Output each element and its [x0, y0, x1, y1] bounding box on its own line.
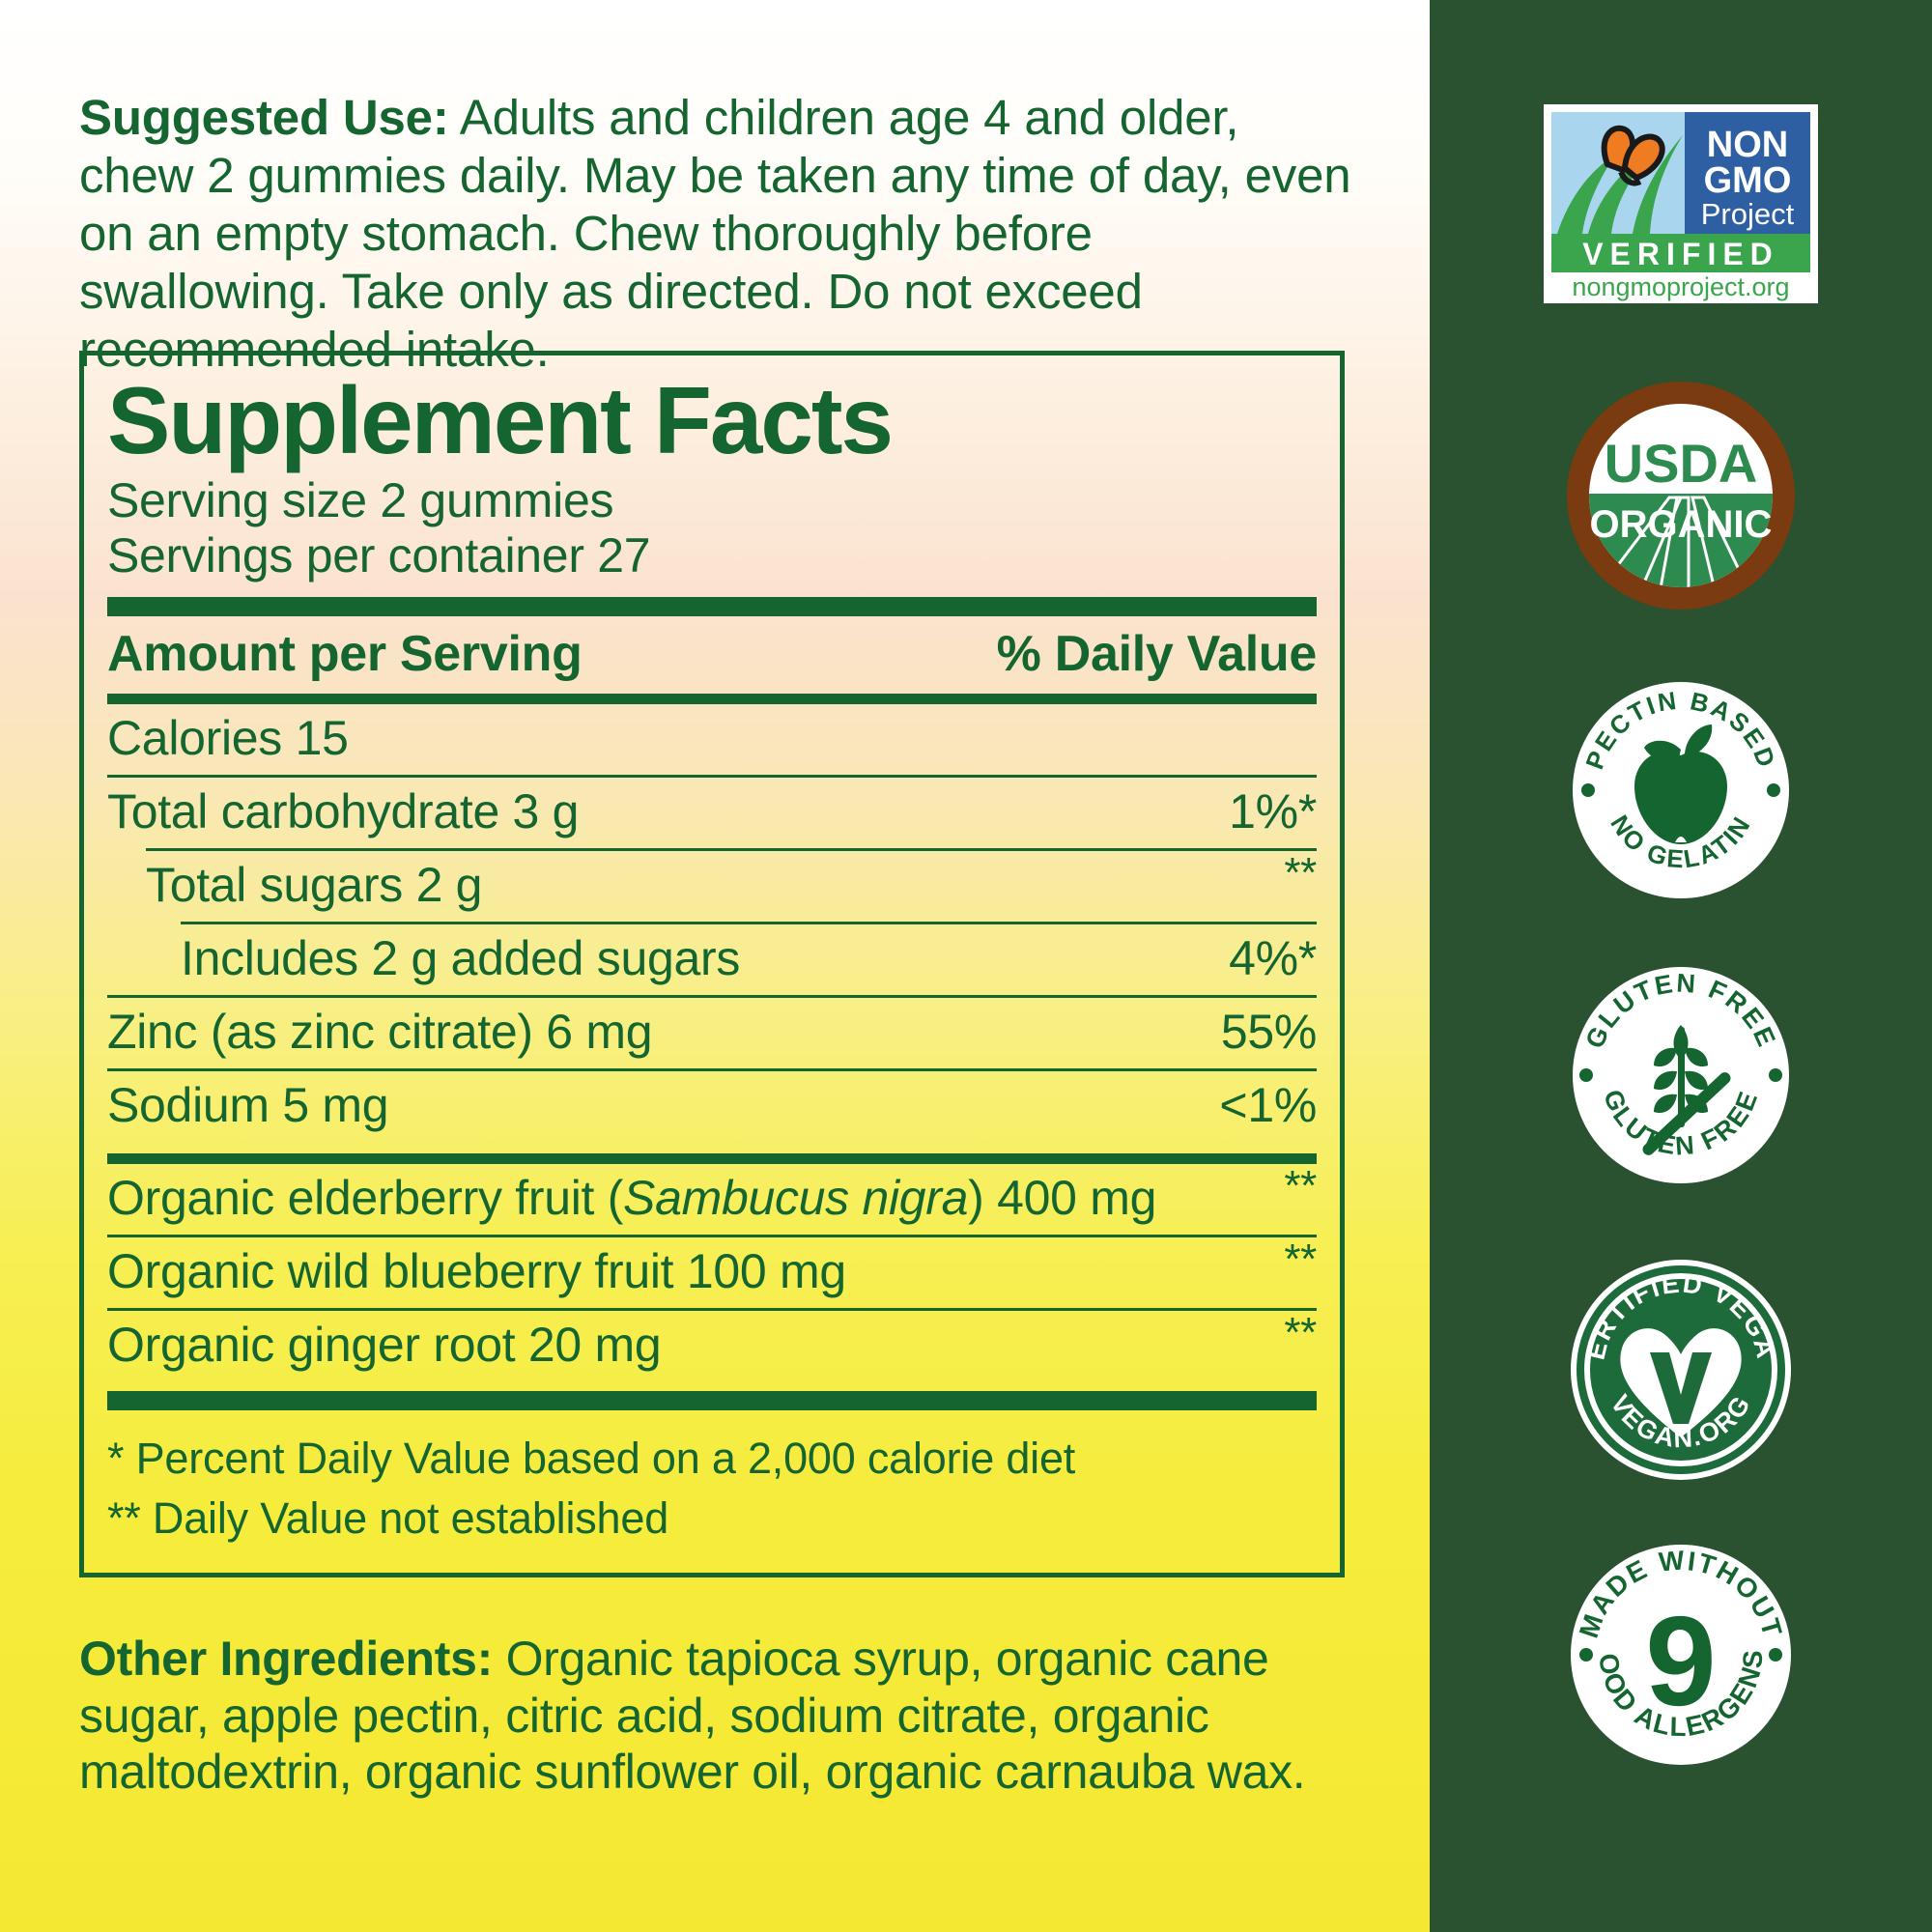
supplement-facts-box: Supplement Facts Serving size 2 gummies … — [79, 351, 1345, 1577]
table-row: Sodium 5 mg <1% — [107, 1071, 1317, 1142]
certified-vegan-badge: CERTIFIED VEGAN VEGAN.ORG — [1558, 1235, 1793, 1487]
column-header-amount: Amount per Serving — [107, 626, 582, 682]
pectin-based-badge: PECTIN BASED NO GELATIN — [1571, 680, 1791, 905]
serving-size: Serving size 2 gummies — [107, 473, 614, 527]
row-divider — [146, 848, 1317, 852]
left-dot — [1579, 1648, 1593, 1662]
other-ingredients-text: Organic tapioca syrup, organic cane suga… — [79, 1632, 1306, 1799]
non-gmo-project-verified-badge: NON GMO Project VERIFIED nongmoproject.o… — [1544, 104, 1818, 308]
nutrient-dv: 1%* — [1229, 784, 1317, 839]
table-row: Organic wild blueberry fruit 100 mg ** — [107, 1237, 1317, 1308]
nutrient-dv: ** — [1284, 849, 1317, 897]
usda-line2: ORGANIC — [1590, 503, 1773, 546]
nutrient-name: Total carbohydrate 3 g — [107, 784, 580, 839]
usda-line1: USDA — [1605, 433, 1758, 494]
made-without-allergens-seal-icon: MADE WITHOUT FOOD ALLERGENS* 9 — [1559, 1519, 1791, 1765]
table-row: Includes 2 g added sugars 4%* — [107, 924, 1317, 995]
gluten-free-badge: GLUTEN FREE GLUTEN FREE — [1571, 965, 1791, 1190]
table-header-row: Amount per Serving % Daily Value — [107, 616, 1317, 694]
gluten-free-seal-icon: GLUTEN FREE GLUTEN FREE — [1573, 967, 1789, 1183]
nongmo-line2: GMO — [1704, 160, 1792, 201]
botanical-dv: ** — [1284, 1236, 1317, 1284]
nutrient-dv: 4%* — [1229, 931, 1317, 986]
pectin-based-no-gelatin-seal-icon: PECTIN BASED NO GELATIN — [1573, 682, 1789, 898]
row-divider — [107, 995, 1317, 999]
nongmo-verified: VERIFIED — [1582, 237, 1779, 271]
right-dot — [1769, 1648, 1782, 1662]
table-row: Organic elderberry fruit (Sambucus nigra… — [107, 1164, 1317, 1235]
row-divider — [107, 1235, 1317, 1238]
row-divider — [107, 1068, 1317, 1072]
column-header-daily-value: % Daily Value — [996, 626, 1318, 682]
facts-panel: Suggested Use: Adults and children age 4… — [0, 0, 1430, 1932]
rule-under-header — [107, 694, 1317, 705]
rule-thick-top — [107, 597, 1317, 616]
table-row: Zinc (as zinc citrate) 6 mg 55% — [107, 998, 1317, 1068]
nutrient-name: Zinc (as zinc citrate) 6 mg — [107, 1005, 653, 1060]
other-ingredients-label: Other Ingredients: — [79, 1632, 493, 1686]
left-dot — [1581, 783, 1595, 797]
footnote-percent-dv: * Percent Daily Value based on a 2,000 c… — [107, 1434, 1076, 1484]
other-ingredients-block: Other Ingredients: Organic tapioca syrup… — [79, 1631, 1364, 1801]
apple-icon — [1634, 724, 1727, 844]
nutrient-name: Sodium 5 mg — [107, 1078, 389, 1133]
nongmo-line1: NON — [1707, 125, 1788, 165]
nutrient-dv: <1% — [1219, 1078, 1317, 1133]
usda-organic-badge: USDA ORGANIC — [1565, 380, 1797, 616]
heart-v-icon — [1620, 1328, 1742, 1437]
right-dot — [1767, 783, 1780, 797]
allergens-number: 9 — [1645, 1590, 1716, 1732]
usda-organic-seal-icon: USDA ORGANIC — [1567, 382, 1795, 610]
supplement-facts-title: Supplement Facts — [107, 367, 894, 473]
certified-vegan-seal-icon: CERTIFIED VEGAN VEGAN.ORG — [1558, 1235, 1791, 1480]
nutrient-name: Includes 2 g added sugars — [181, 931, 741, 986]
crossed-wheat-icon — [1642, 1025, 1731, 1155]
suggested-use-label: Suggested Use: — [79, 90, 449, 145]
certification-badges-sidebar: NON GMO Project VERIFIED nongmoproject.o… — [1430, 0, 1932, 1932]
row-divider — [107, 775, 1317, 779]
botanical-name-pre: Organic elderberry fruit ( — [107, 1171, 624, 1226]
left-dot — [1579, 1068, 1593, 1082]
suggested-use-block: Suggested Use: Adults and children age 4… — [79, 89, 1354, 379]
row-divider — [181, 922, 1317, 925]
right-dot — [1769, 1068, 1782, 1082]
suggested-use-text: Adults and children age 4 and older, che… — [79, 90, 1351, 377]
nutrient-dv: 55% — [1220, 1005, 1317, 1060]
row-divider — [107, 1308, 1317, 1312]
rule-bottom — [107, 1391, 1317, 1411]
non-gmo-seal-icon: NON GMO Project VERIFIED nongmoproject.o… — [1544, 104, 1818, 303]
nongmo-url: nongmoproject.org — [1572, 272, 1789, 301]
botanical-dv: ** — [1284, 1162, 1317, 1210]
nutrient-name: Total sugars 2 g — [146, 858, 483, 913]
botanical-latin-name: Sambucus nigra — [623, 1171, 969, 1226]
nongmo-line3: Project — [1701, 197, 1795, 231]
table-row: Organic ginger root 20 mg ** — [107, 1311, 1317, 1381]
footnote-dv-not-established: ** Daily Value not established — [107, 1493, 669, 1544]
botanical-name: Organic elderberry fruit (Sambucus nigra… — [107, 1171, 1266, 1225]
botanical-name: Organic wild blueberry fruit 100 mg — [107, 1244, 846, 1299]
table-row: Total carbohydrate 3 g 1%* — [107, 778, 1317, 848]
table-row: Total sugars 2 g ** — [107, 851, 1317, 922]
servings-per-container: Servings per container 27 — [107, 528, 651, 582]
made-without-9-food-allergens-badge: MADE WITHOUT FOOD ALLERGENS* 9 — [1559, 1519, 1793, 1772]
nutrient-name: Calories 15 — [107, 711, 349, 766]
botanical-name: Organic ginger root 20 mg — [107, 1318, 662, 1373]
botanical-dv: ** — [1284, 1309, 1317, 1357]
botanical-name-post: ) 400 mg — [968, 1171, 1157, 1226]
rule-before-botanicals — [107, 1153, 1317, 1165]
table-row: Calories 15 — [107, 704, 1317, 775]
